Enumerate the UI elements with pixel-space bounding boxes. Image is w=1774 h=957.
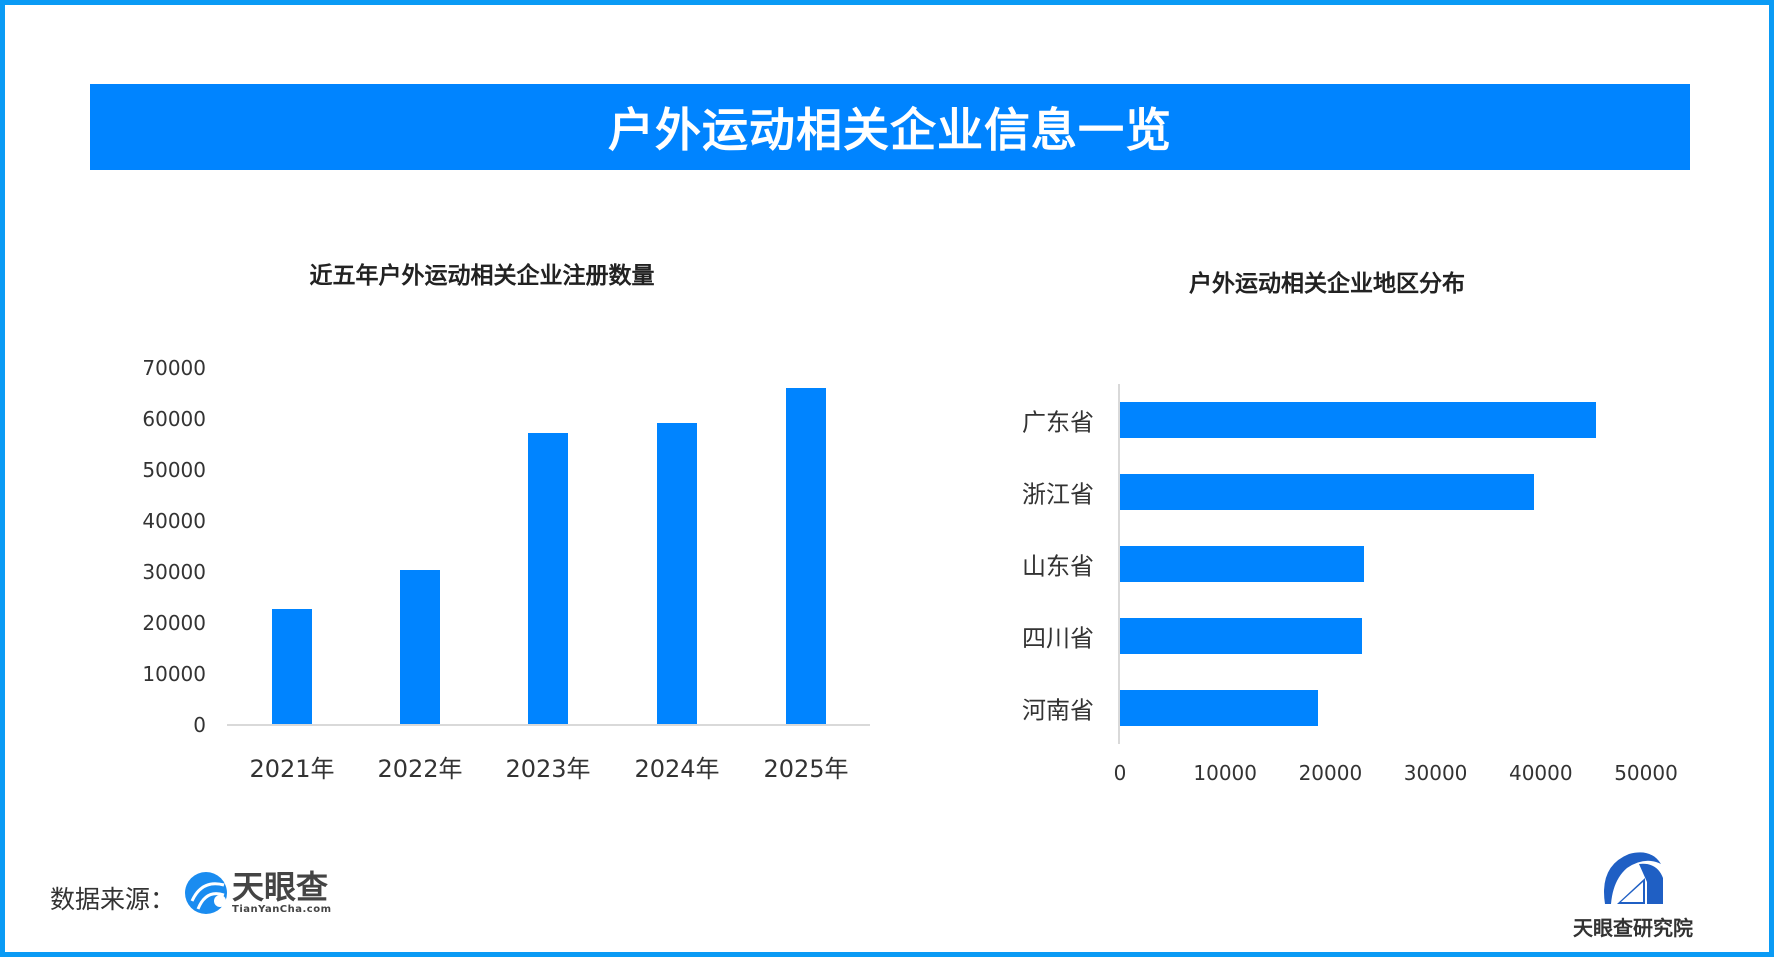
x-tick-label: 2025年 [763,755,849,783]
category-label: 山东省 [1022,552,1094,581]
bar-2023 [528,433,568,725]
bar-2024 [657,423,697,725]
y-tick-label: 10000 [142,662,206,686]
bar-region [1120,474,1535,510]
bar-region [1120,618,1362,654]
category-label: 浙江省 [1022,480,1094,509]
institute-logo: 天眼查研究院 [1568,848,1698,941]
bar-region [1120,690,1318,726]
data-source-label: 数据来源： [50,885,176,914]
x-tick-label: 2021年 [249,755,335,783]
bar-region [1120,546,1365,582]
category-label: 四川省 [1022,624,1094,653]
logo-cn-text: 天眼查 [232,868,329,906]
y-tick-label: 60000 [142,407,206,431]
y-axis-line [1118,384,1120,744]
page-title: 户外运动相关企业信息一览 [608,103,1172,157]
bar-region [1120,402,1596,438]
x-axis-line [227,724,870,726]
tianyancha-logo-icon [185,871,227,914]
bar-2025 [786,387,826,725]
institute-logo-icon [1604,852,1663,904]
x-tick-label: 2022年 [377,755,463,783]
y-tick-label: 70000 [142,356,206,380]
x-tick-label: 40000 [1508,761,1573,785]
y-tick-label: 40000 [142,509,206,533]
category-label: 河南省 [1022,696,1094,725]
tianyancha-logo: 天眼查 TianYanCha.com [184,870,332,915]
x-tick-label: 20000 [1298,761,1363,785]
x-tick-label: 0 [1113,761,1127,785]
bar-2021 [272,608,312,725]
bar-2022 [400,569,440,725]
x-tick-label: 30000 [1403,761,1468,785]
logo-en-text: TianYanCha.com [232,904,332,915]
left-chart-title: 近五年户外运动相关企业注册数量 [309,263,655,289]
institute-name: 天眼查研究院 [1573,916,1693,940]
right-chart-title: 户外运动相关企业地区分布 [1189,271,1465,297]
category-label: 广东省 [1022,408,1094,437]
y-tick-label: 30000 [142,560,206,584]
x-tick-label: 10000 [1193,761,1257,785]
y-tick-label: 0 [193,713,206,737]
title-banner: 户外运动相关企业信息一览 [90,84,1690,170]
y-tick-label: 20000 [142,611,206,635]
x-tick-label: 50000 [1614,761,1678,785]
y-tick-label: 50000 [142,458,206,482]
x-tick-label: 2024年 [634,755,720,783]
x-tick-label: 2023年 [505,755,591,783]
